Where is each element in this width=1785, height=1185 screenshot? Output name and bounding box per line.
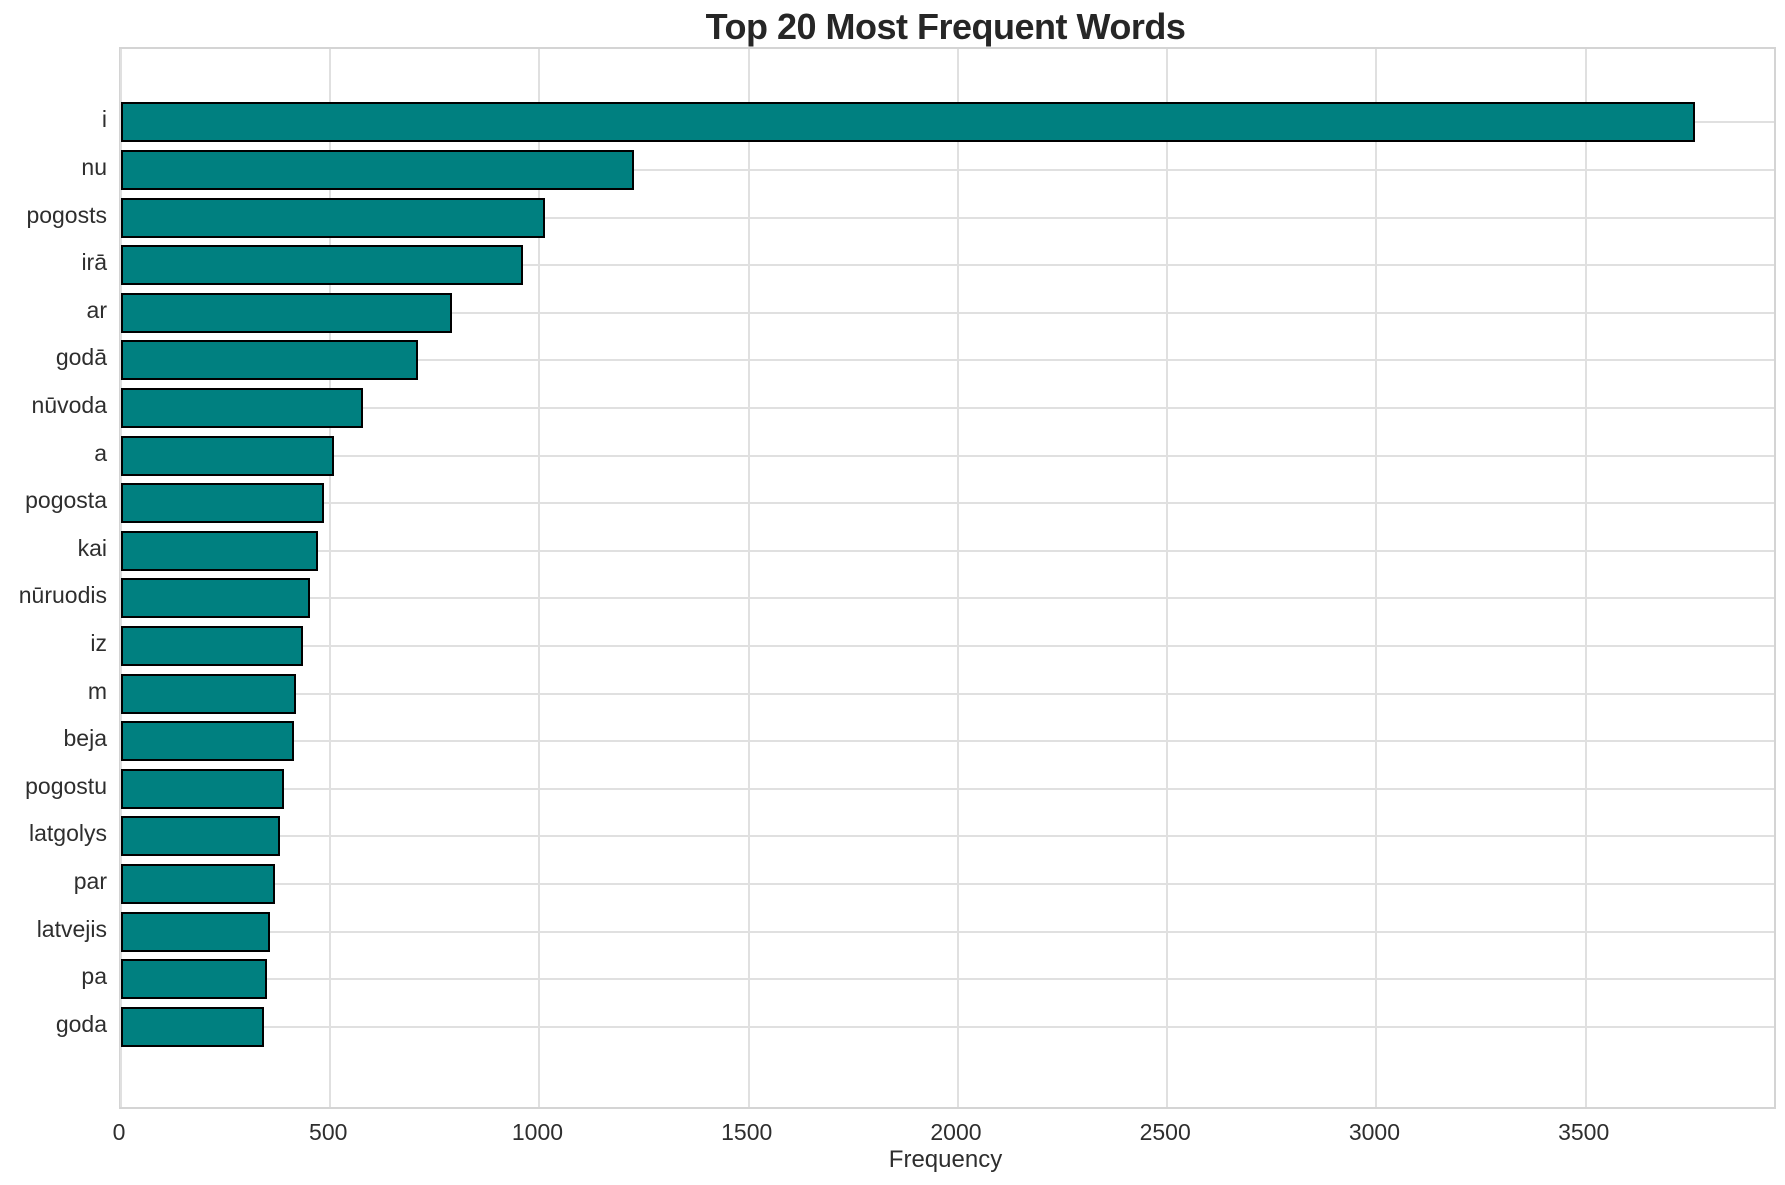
y-tick-label: a xyxy=(94,439,107,466)
x-tick-label: 1000 xyxy=(511,1119,564,1145)
y-tick-label: beja xyxy=(63,725,107,752)
grid-line-vertical xyxy=(538,49,541,1107)
bar xyxy=(121,578,310,619)
grid-line-horizontal xyxy=(121,311,1774,314)
bar xyxy=(121,626,303,666)
y-tick-label: pogosts xyxy=(26,201,107,228)
bar xyxy=(121,911,271,952)
grid-line-horizontal xyxy=(121,264,1774,267)
x-tick-label: 2500 xyxy=(1139,1119,1191,1145)
grid-line-horizontal xyxy=(121,502,1774,505)
y-tick-label: latgolys xyxy=(29,820,107,847)
bar xyxy=(121,768,284,809)
grid-line-horizontal xyxy=(121,740,1774,743)
grid-line-horizontal xyxy=(121,692,1774,695)
y-tick-label: pogostu xyxy=(25,772,107,799)
grid-line-horizontal xyxy=(121,883,1774,885)
x-tick-label: 1500 xyxy=(721,1119,773,1145)
y-tick-label: goda xyxy=(55,1010,107,1037)
grid-line-horizontal xyxy=(121,407,1774,409)
grid-line-horizontal xyxy=(121,597,1774,600)
y-tick-label: latvejis xyxy=(36,915,107,942)
x-axis-label: Frequency xyxy=(888,1146,1003,1173)
y-tick-label: iz xyxy=(90,630,107,656)
y-tick-label: nūvoda xyxy=(31,392,107,418)
grid-line-horizontal xyxy=(121,645,1774,647)
grid-line-vertical xyxy=(120,49,122,1107)
bar xyxy=(121,673,297,714)
grid-line-horizontal xyxy=(121,549,1774,552)
bar xyxy=(121,721,294,762)
x-tick-label: 500 xyxy=(309,1119,348,1145)
x-tick-label: 3500 xyxy=(1558,1119,1610,1145)
y-tick-label: par xyxy=(73,868,107,894)
grid-line-horizontal xyxy=(121,787,1774,790)
bar xyxy=(121,388,363,428)
grid-line-horizontal xyxy=(121,169,1774,171)
grid-line-horizontal xyxy=(121,216,1774,219)
y-tick-label: nu xyxy=(81,154,107,180)
y-tick-label: pogosta xyxy=(25,487,107,514)
grid-line-vertical xyxy=(747,49,750,1107)
y-tick-label: irā xyxy=(81,249,107,276)
grid-line-vertical xyxy=(1375,49,1378,1107)
grid-line-horizontal xyxy=(121,835,1774,838)
bar xyxy=(121,245,524,286)
bar xyxy=(121,150,635,190)
bar xyxy=(121,102,1696,143)
chart-title: Top 20 Most Frequent Words xyxy=(705,6,1186,47)
bar xyxy=(121,435,334,476)
grid-line-vertical xyxy=(1584,49,1587,1107)
grid-line-vertical xyxy=(956,49,959,1107)
grid-line-vertical xyxy=(329,49,332,1107)
grid-line-horizontal xyxy=(121,359,1774,362)
y-tick-label: ar xyxy=(86,296,107,323)
y-tick-label: m xyxy=(87,677,107,704)
bar xyxy=(121,292,452,333)
grid-line-horizontal xyxy=(121,1025,1774,1028)
bar xyxy=(121,1006,264,1047)
y-tick-label: kai xyxy=(77,534,107,561)
y-tick-label: godā xyxy=(55,344,107,371)
bar xyxy=(121,530,318,571)
bar xyxy=(121,197,546,238)
bar xyxy=(121,816,281,857)
grid-line-horizontal xyxy=(121,930,1774,933)
bar xyxy=(121,864,275,904)
x-tick-label: 0 xyxy=(112,1119,126,1145)
y-tick-label: nūruodis xyxy=(18,582,107,609)
x-tick-label: 3000 xyxy=(1348,1119,1401,1145)
grid-line-horizontal xyxy=(121,978,1774,981)
y-tick-label: i xyxy=(101,106,107,133)
bar xyxy=(121,483,325,524)
grid-line-vertical xyxy=(1166,49,1169,1107)
x-tick-label: 2000 xyxy=(930,1119,982,1145)
bar xyxy=(121,959,268,1000)
y-tick-label: pa xyxy=(81,963,107,990)
plot-area xyxy=(119,47,1776,1109)
grid-line-horizontal xyxy=(121,454,1774,457)
bar xyxy=(121,340,419,381)
